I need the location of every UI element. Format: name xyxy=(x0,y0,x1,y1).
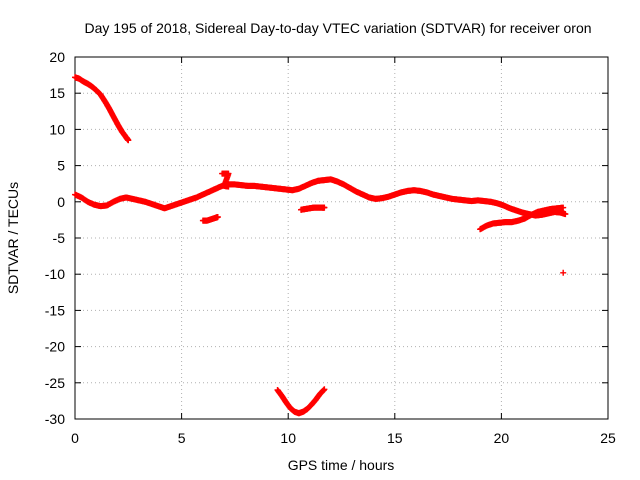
series-main-band xyxy=(72,176,569,219)
series-late-arc xyxy=(477,204,567,233)
y-tick-label: -30 xyxy=(45,411,65,427)
x-tick-label: 0 xyxy=(71,430,79,446)
series-low-arc xyxy=(274,386,328,417)
chart-title: Day 195 of 2018, Sidereal Day-to-day VTE… xyxy=(84,20,591,36)
y-tick-label: 0 xyxy=(57,194,65,210)
y-tick-label: -5 xyxy=(53,230,66,246)
y-tick-label: 20 xyxy=(49,49,65,65)
data-point xyxy=(321,204,328,211)
data-point xyxy=(225,183,232,190)
x-tick-label: 20 xyxy=(494,430,510,446)
data-point xyxy=(321,386,328,393)
y-tick-label: -20 xyxy=(45,339,65,355)
y-tick-label: 15 xyxy=(49,85,65,101)
y-axis-label: SDTVAR / TECUs xyxy=(5,182,21,294)
x-tick-label: 15 xyxy=(387,430,403,446)
x-tick-label: 5 xyxy=(178,430,186,446)
y-tick-label: -10 xyxy=(45,266,65,282)
x-axis-label: GPS time / hours xyxy=(288,457,395,473)
y-tick-label: 10 xyxy=(49,121,65,137)
grid-lines xyxy=(75,57,608,419)
series-high-arc xyxy=(72,74,132,144)
series-outliers-7h xyxy=(219,170,232,190)
series-short-arc-11h xyxy=(298,204,328,213)
series-small-arc-6h xyxy=(199,214,221,224)
y-tick-label: 5 xyxy=(57,158,65,174)
axis-ticks xyxy=(74,56,609,420)
data-point xyxy=(560,204,567,211)
x-tick-label: 10 xyxy=(280,430,296,446)
y-tick-label: -15 xyxy=(45,302,65,318)
x-tick-labels: 0 5 10 15 20 25 xyxy=(71,430,616,446)
y-tick-labels: -30 -25 -20 -15 -10 -5 0 5 10 15 20 xyxy=(45,49,65,427)
y-tick-label: -25 xyxy=(45,375,65,391)
data-point xyxy=(560,269,567,276)
data-point xyxy=(214,214,221,220)
data-points xyxy=(72,74,569,417)
data-point xyxy=(125,137,132,144)
series-isolated-point xyxy=(560,269,567,276)
plot-frame xyxy=(74,56,609,420)
data-point xyxy=(562,211,569,218)
x-tick-label: 25 xyxy=(600,430,616,446)
